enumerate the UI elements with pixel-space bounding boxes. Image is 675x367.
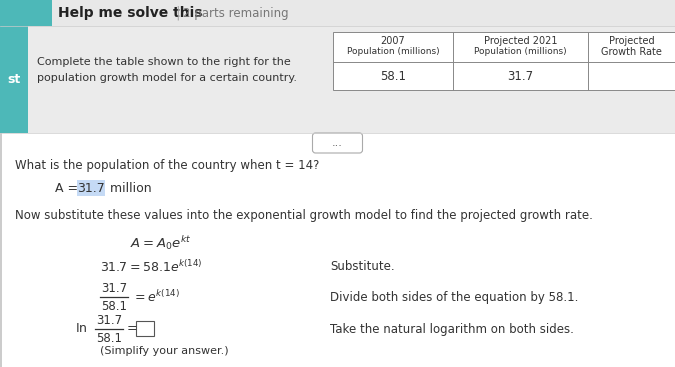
Text: Projected: Projected xyxy=(609,36,654,46)
Text: Projected 2021: Projected 2021 xyxy=(484,36,558,46)
Text: $31.7 = 58.1e^{k(14)}$: $31.7 = 58.1e^{k(14)}$ xyxy=(100,259,202,275)
Text: 2007: 2007 xyxy=(381,36,406,46)
Bar xyxy=(0,133,675,367)
FancyBboxPatch shape xyxy=(313,133,362,153)
Bar xyxy=(333,32,675,90)
Text: population growth model for a certain country.: population growth model for a certain co… xyxy=(37,73,297,83)
Bar xyxy=(0,0,52,26)
Text: st: st xyxy=(7,73,21,86)
Text: 2 parts remaining: 2 parts remaining xyxy=(183,7,289,19)
Text: 58.1: 58.1 xyxy=(380,69,406,83)
Bar xyxy=(0,133,2,367)
Text: What is the population of the country when t = 14?: What is the population of the country wh… xyxy=(15,159,319,171)
Text: 31.7: 31.7 xyxy=(508,69,533,83)
Bar xyxy=(0,26,28,133)
Bar xyxy=(0,26,675,133)
Bar xyxy=(0,0,675,26)
Text: |: | xyxy=(175,6,180,20)
Text: =: = xyxy=(127,323,138,335)
Text: million: million xyxy=(106,182,152,196)
Text: $= e^{k(14)}$: $= e^{k(14)}$ xyxy=(132,289,180,305)
Text: $A = A_0 e^{kt}$: $A = A_0 e^{kt}$ xyxy=(130,234,191,252)
Text: Substitute.: Substitute. xyxy=(330,261,395,273)
Text: Population (millions): Population (millions) xyxy=(347,47,439,57)
Text: Complete the table shown to the right for the: Complete the table shown to the right fo… xyxy=(37,57,291,67)
Text: Divide both sides of the equation by 58.1.: Divide both sides of the equation by 58.… xyxy=(330,291,578,304)
Text: Growth Rate: Growth Rate xyxy=(601,47,662,57)
FancyBboxPatch shape xyxy=(136,321,154,336)
Text: ...: ... xyxy=(332,138,343,148)
Text: $\mathrm{In}$: $\mathrm{In}$ xyxy=(75,323,88,335)
Text: A =: A = xyxy=(55,182,82,196)
Text: Now substitute these values into the exponential growth model to find the projec: Now substitute these values into the exp… xyxy=(15,208,593,222)
Text: 58.1: 58.1 xyxy=(96,331,122,345)
FancyBboxPatch shape xyxy=(77,180,105,196)
Text: 31.7: 31.7 xyxy=(77,182,105,196)
Text: Population (millions): Population (millions) xyxy=(474,47,567,57)
Text: Help me solve this: Help me solve this xyxy=(58,6,202,20)
Text: 58.1: 58.1 xyxy=(101,299,127,312)
Text: (Simplify your answer.): (Simplify your answer.) xyxy=(100,346,229,356)
Text: 31.7: 31.7 xyxy=(96,313,122,327)
Text: 31.7: 31.7 xyxy=(101,281,127,294)
Text: Take the natural logarithm on both sides.: Take the natural logarithm on both sides… xyxy=(330,323,574,335)
